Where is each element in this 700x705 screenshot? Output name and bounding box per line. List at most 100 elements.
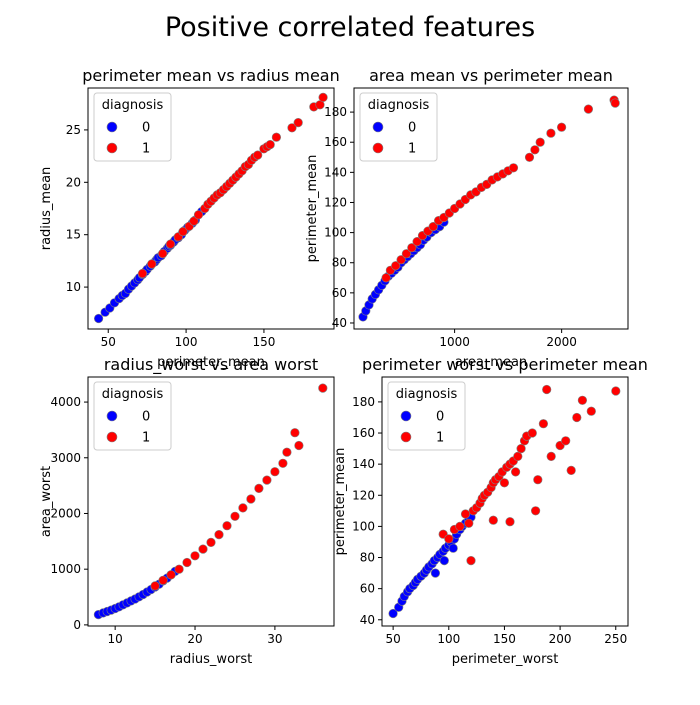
point-class-1 [510,467,521,477]
point-class-1 [530,145,540,155]
point-class-1 [262,475,272,485]
point-class-1 [546,451,556,462]
legend-title: diagnosis [396,387,458,402]
legend-label-0: 0 [142,410,150,425]
y-tick-label: 40 [332,316,347,330]
point-class-1 [412,237,422,247]
x-tick-label: 50 [385,632,400,646]
legend-label-1: 1 [142,431,150,446]
point-class-1 [533,475,543,485]
y-tick-label: 120 [324,195,347,209]
x-tick-label: 150 [493,632,516,646]
point-class-1 [488,515,498,525]
x-tick-label: 20 [187,632,202,646]
point-class-1 [290,428,300,438]
x-tick-label: 250 [604,632,627,646]
plot-frame [87,87,335,330]
y-tick-label: 140 [324,165,347,179]
y-tick-label: 25 [66,123,81,137]
point-class-1 [271,132,282,142]
point-class-1 [253,150,263,160]
legend-title: diagnosis [102,387,164,402]
point-class-1 [198,544,208,554]
point-class-1 [499,478,510,488]
point-class-1 [214,529,224,540]
x-tick-label: 2000 [546,335,577,349]
point-class-1 [158,249,168,259]
point-class-1 [193,210,204,220]
legend-label-0: 0 [408,121,416,136]
plot-frame [353,87,629,330]
point-class-1 [556,122,567,132]
y-tick-label: 180 [352,395,375,409]
y-tick-label: 100 [352,519,375,533]
point-class-1 [190,551,200,561]
x-tick-label: 200 [549,632,572,646]
subplot-4: 50 100 150 200 250 40 60 80 100 120 140 160 180 perim… [333,355,648,667]
y-tick-label: 20 [66,175,81,189]
legend-label-1: 1 [436,431,444,446]
point-class-1 [293,117,303,128]
x-tick-label: 100 [175,335,198,349]
point-class-1 [546,128,556,138]
point-class-1 [508,163,519,173]
legend-marker-0 [372,121,384,133]
point-class-1 [611,386,621,396]
legend-title: diagnosis [102,98,164,113]
legend-marker-0 [106,121,118,133]
point-class-0 [439,555,449,566]
point-class-1 [165,239,176,249]
point-class-1 [535,137,545,147]
point-class-1 [189,216,199,226]
x-tick-label: 10 [108,632,123,646]
point-class-1 [577,395,588,405]
point-class-1 [137,268,148,279]
x-tick-label: 30 [267,632,282,646]
y-tick-label: 80 [332,256,347,270]
legend-marker-0 [400,410,412,422]
point-class-1 [174,564,184,574]
point-class-1 [455,521,465,532]
y-tick-label: 60 [360,582,375,596]
point-class-1 [294,440,304,451]
point-class-1 [561,436,571,446]
point-class-1 [150,581,160,591]
y-axis-label: radius_mean [39,167,54,251]
y-tick-label: 40 [360,613,375,627]
y-axis-label: perimeter_mean [305,155,320,263]
y-tick-label: 160 [324,135,347,149]
point-class-1 [206,537,216,548]
y-tick-label: 0 [73,618,81,632]
point-class-1 [246,494,256,504]
y-tick-label: 140 [352,457,375,471]
point-class-1 [428,222,438,232]
point-class-1 [542,384,552,395]
y-tick-label: 180 [324,105,347,119]
point-class-1 [566,465,576,476]
point-class-1 [586,406,596,416]
plot-frame [87,376,335,627]
y-tick-label: 15 [66,228,81,242]
subplot-title: perimeter worst vs perimeter mean [362,355,648,374]
x-tick-label: 50 [101,335,116,349]
y-tick-label: 3000 [50,451,81,465]
point-class-1 [318,92,328,102]
legend: diagnosis 0 1 [359,92,438,162]
point-class-1 [238,503,248,513]
legend-marker-1 [106,431,118,443]
point-class-1 [466,555,476,566]
subplot-title: area mean vs perimeter mean [369,66,613,85]
point-class-1 [513,451,523,462]
point-class-1 [270,467,280,477]
legend: diagnosis 0 1 [93,92,172,162]
legend-label-1: 1 [142,142,150,157]
point-class-1 [147,259,157,269]
point-class-1 [460,509,471,519]
point-class-1 [287,123,297,133]
x-tick-label: 1000 [439,335,470,349]
point-class-1 [524,152,535,162]
x-tick-label: 150 [252,335,275,349]
point-class-0 [430,568,441,578]
legend-label-0: 0 [436,410,444,425]
